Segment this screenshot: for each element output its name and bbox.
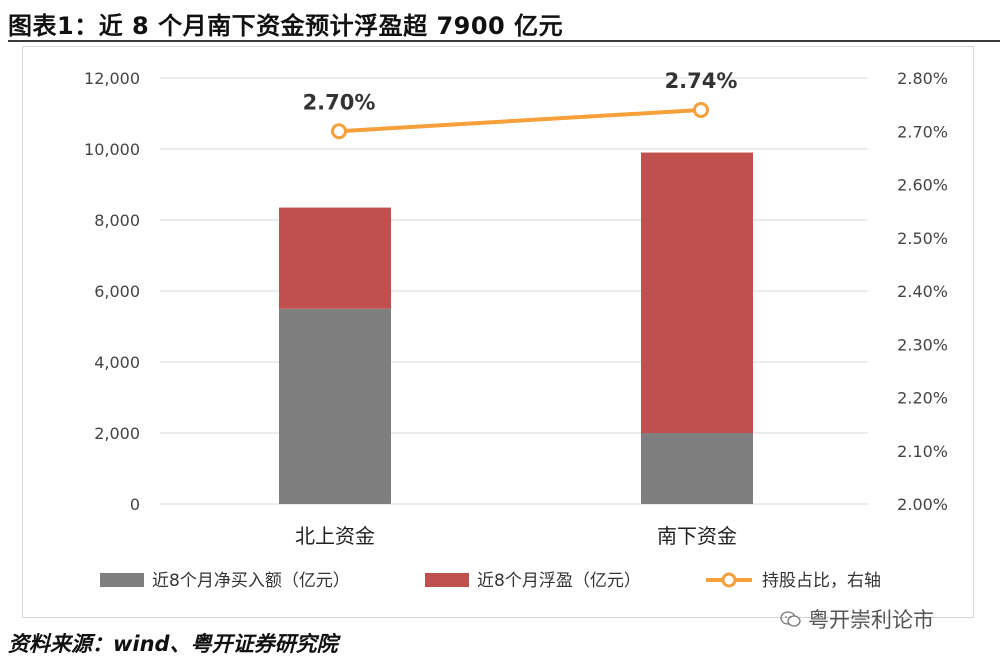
y-tick-label: 12,000 [84, 69, 140, 88]
y-tick-label: 10,000 [84, 140, 140, 159]
bar-profit [641, 152, 753, 434]
y-tick-label: 6,000 [94, 282, 140, 301]
ratio-point [331, 123, 347, 140]
y2-tick-label: 2.40% [897, 282, 948, 301]
y2-tick-label: 2.70% [897, 122, 948, 141]
wechat-icon [780, 611, 801, 627]
legend-swatch-net-buy [100, 573, 144, 587]
y-tick-label: 8,000 [94, 211, 140, 230]
source-note: 资料来源：wind、粤开证券研究院 [8, 632, 338, 656]
ratio-point [693, 101, 709, 118]
ratio-line [338, 107, 702, 134]
bar-profit [279, 207, 391, 309]
watermark: 粤开崇利论市 [780, 604, 934, 634]
title-rule [8, 40, 1000, 42]
x-category-label: 南下资金 [657, 524, 737, 548]
legend-swatch-profit [425, 573, 469, 587]
y-tick-label: 2,000 [94, 424, 140, 443]
y2-tick-label: 2.80% [897, 69, 948, 88]
ratio-data-label: 2.70% [303, 90, 376, 114]
y2-tick-label: 2.60% [897, 176, 948, 195]
y2-tick-label: 2.00% [897, 495, 948, 514]
legend-marker-ratio [721, 572, 737, 588]
y2-tick-label: 2.50% [897, 229, 948, 248]
y2-tick-label: 2.20% [897, 389, 948, 408]
legend-label-net-buy: 近8个月净买入额（亿元） [152, 571, 350, 591]
x-category-label: 北上资金 [295, 524, 375, 548]
y-tick-label: 0 [130, 495, 140, 514]
y2-tick-label: 2.10% [897, 442, 948, 461]
watermark-text: 粤开崇利论市 [808, 608, 934, 632]
legend-label-ratio: 持股占比，右轴 [762, 571, 881, 591]
chart-title: 图表1：近 8 个月南下资金预计浮盈超 7900 亿元 [8, 12, 564, 40]
bar-net-buy [641, 433, 753, 504]
y2-tick-label: 2.30% [897, 335, 948, 354]
y-tick-label: 4,000 [94, 353, 140, 372]
ratio-data-label: 2.74% [665, 69, 738, 93]
legend-label-profit: 近8个月浮盈（亿元） [477, 571, 641, 591]
chart-frame [22, 46, 974, 618]
bar-net-buy [279, 308, 391, 504]
